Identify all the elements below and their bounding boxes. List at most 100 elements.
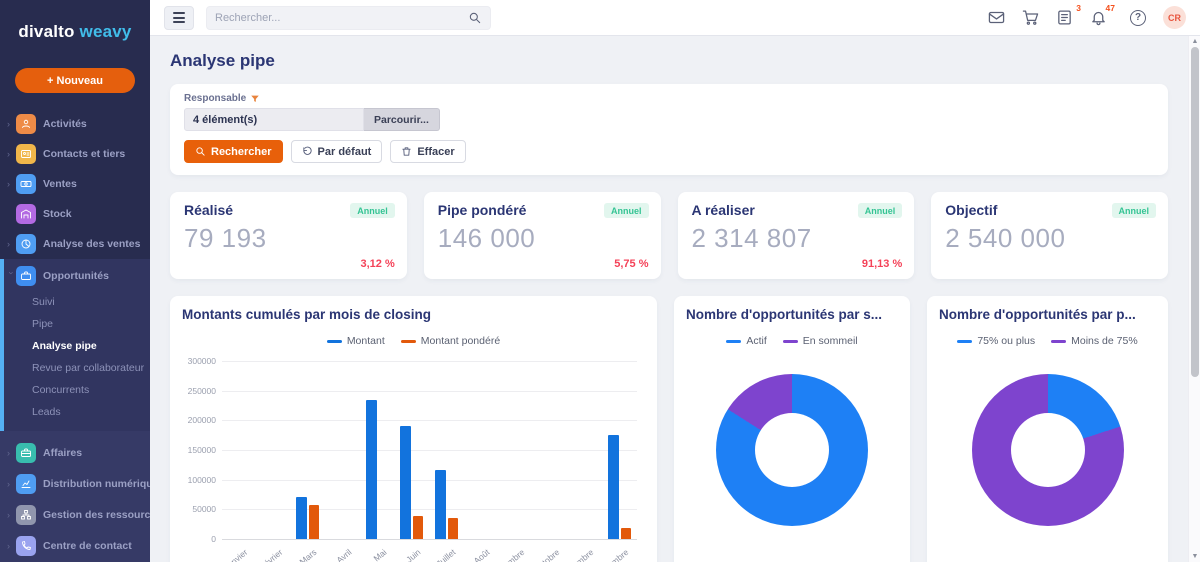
sales-icon [16, 174, 36, 194]
y-axis-label: 300000 [187, 356, 216, 366]
x-axis-label: Mai [371, 547, 389, 562]
browse-button[interactable]: Parcourir... [364, 108, 440, 131]
legend-label: 75% ou plus [977, 335, 1036, 347]
menu-toggle-button[interactable] [164, 5, 194, 30]
briefcase-icon [16, 266, 36, 286]
sidebar-subitem-concurrents[interactable]: Concurrents [32, 384, 90, 396]
sidebar-subitem-leads[interactable]: Leads [32, 406, 61, 418]
scroll-down-icon[interactable]: ▼ [1191, 553, 1199, 560]
kpi-percent: 3,12 % [360, 258, 395, 270]
avatar[interactable]: CR [1163, 6, 1186, 29]
chevron-down-icon: › [6, 271, 17, 275]
sidebar-item-label: Distribution numérique [43, 477, 150, 490]
sidebar-subitem-pipe[interactable]: Pipe [32, 318, 54, 330]
filter-field-label: Responsable [184, 93, 1154, 104]
bar-montant [365, 399, 377, 539]
new-button[interactable]: + Nouveau [15, 68, 135, 93]
sidebar-item-label: Contacts et tiers [43, 148, 126, 160]
kpi-card-objectif: Objectif Annuel 2 540 000 [931, 192, 1168, 279]
bar-montant-pondéré [447, 517, 458, 539]
donut-chart-card-statut: Nombre d'opportunités par s... Actif En s… [674, 296, 910, 562]
responsable-input[interactable] [184, 108, 364, 131]
kpi-value: 146 000 [437, 223, 536, 253]
grid-line [222, 539, 637, 540]
legend-label: Montant pondéré [420, 335, 501, 347]
sidebar-subitem-revue[interactable]: Revue par collaborateur [32, 362, 145, 374]
search-input[interactable] [215, 11, 468, 24]
sidebar-item-ventes[interactable]: › Ventes [0, 169, 150, 199]
search-button[interactable]: Rechercher [184, 140, 283, 163]
legend-item[interactable]: Montant [326, 335, 385, 347]
help-icon[interactable]: ? [1130, 9, 1146, 26]
app-logo: divalto weavy [0, 0, 150, 42]
sidebar-item-affaires[interactable]: › Affaires [0, 437, 150, 468]
sidebar-item-analyse-ventes[interactable]: › Analyse des ventes [0, 229, 150, 259]
kpi-title: Objectif [945, 202, 998, 218]
search-icon[interactable] [468, 11, 482, 25]
legend-item[interactable]: Moins de 75% [1051, 335, 1138, 347]
bar-chart-card: Montants cumulés par mois de closing Mon… [170, 296, 657, 562]
scroll-up-icon[interactable]: ▲ [1191, 38, 1199, 45]
bar-montant [296, 497, 308, 539]
y-axis-label: 150000 [187, 445, 216, 455]
clear-button[interactable]: Effacer [390, 140, 466, 163]
sidebar-item-ressources[interactable]: › Gestion des ressources [0, 499, 150, 530]
forms-icon[interactable]: 3 [1056, 3, 1081, 26]
legend-item[interactable]: Actif [726, 335, 767, 347]
sidebar-item-centre-contact[interactable]: › Centre de contact [0, 530, 150, 561]
donut-chart [716, 374, 868, 526]
y-axis-label: 100000 [187, 474, 216, 485]
legend-item[interactable]: Montant pondéré [400, 335, 501, 347]
kpi-percent: 91,13 % [861, 258, 903, 270]
legend-item[interactable]: En sommeil [782, 335, 858, 347]
y-axis-label: 200000 [187, 415, 216, 426]
filter-panel: Responsable Parcourir... Rechercher Par … [170, 84, 1168, 175]
scrollbar-thumb[interactable] [1190, 47, 1199, 377]
x-axis-label: Avril [334, 547, 354, 562]
legend-label: Actif [746, 335, 767, 347]
plus-icon: + Nouveau [47, 74, 103, 87]
x-axis-label: Septembre [488, 547, 526, 562]
bar-montant-pondéré [620, 527, 631, 539]
sidebar: divalto weavy + Nouveau › Activités › Co… [0, 0, 150, 562]
bar-montant [400, 426, 412, 539]
grid-line [222, 420, 637, 422]
grid-line [222, 390, 637, 392]
grid-line [222, 450, 637, 451]
legend-swatch [957, 339, 973, 343]
line-chart-icon [16, 473, 36, 494]
x-axis-label: Novembre [559, 547, 595, 562]
sidebar-item-activites[interactable]: › Activités [0, 109, 150, 139]
funnel-icon [251, 95, 259, 102]
chevron-right-icon: › [7, 119, 10, 129]
kpi-title: Réalisé [184, 202, 234, 218]
vertical-scrollbar[interactable]: ▲ ▼ [1188, 36, 1200, 562]
charts-row: Montants cumulés par mois de closing Mon… [170, 296, 1168, 562]
sidebar-item-stock[interactable]: Stock [0, 199, 150, 229]
kpi-value: 2 540 000 [945, 223, 1066, 253]
sidebar-item-distribution[interactable]: › Distribution numérique [0, 468, 150, 499]
phone-icon [16, 535, 36, 556]
sidebar-item-opportunites[interactable]: › Opportunités [4, 261, 150, 291]
period-badge: Annuel [1111, 203, 1156, 218]
x-axis-label: Mars [297, 547, 319, 562]
mail-icon[interactable] [988, 9, 1005, 26]
sidebar-subitem-suivi[interactable]: Suivi [32, 296, 55, 308]
chevron-right-icon: › [7, 179, 10, 189]
legend-item[interactable]: 75% ou plus [957, 335, 1035, 347]
y-axis-label: 0 [211, 534, 216, 544]
period-badge: Annuel [350, 203, 395, 218]
sidebar-item-contacts[interactable]: › Contacts et tiers [0, 139, 150, 169]
bar-montant-pondéré [309, 505, 320, 539]
sidebar-item-label: Ventes [43, 178, 77, 190]
chevron-right-icon: › [7, 447, 10, 458]
grid-line [222, 479, 637, 481]
sidebar-subitem-analyse-pipe[interactable]: Analyse pipe [32, 340, 97, 352]
kpi-value: 2 314 807 [691, 223, 812, 253]
x-axis-label: Juin [404, 547, 423, 562]
default-button[interactable]: Par défaut [290, 140, 383, 163]
chart-title: Nombre d'opportunités par p... [939, 307, 1136, 322]
bell-icon[interactable]: 47 [1090, 3, 1115, 26]
x-axis-label: Janvier [222, 547, 250, 562]
cart-icon[interactable] [1022, 9, 1039, 26]
